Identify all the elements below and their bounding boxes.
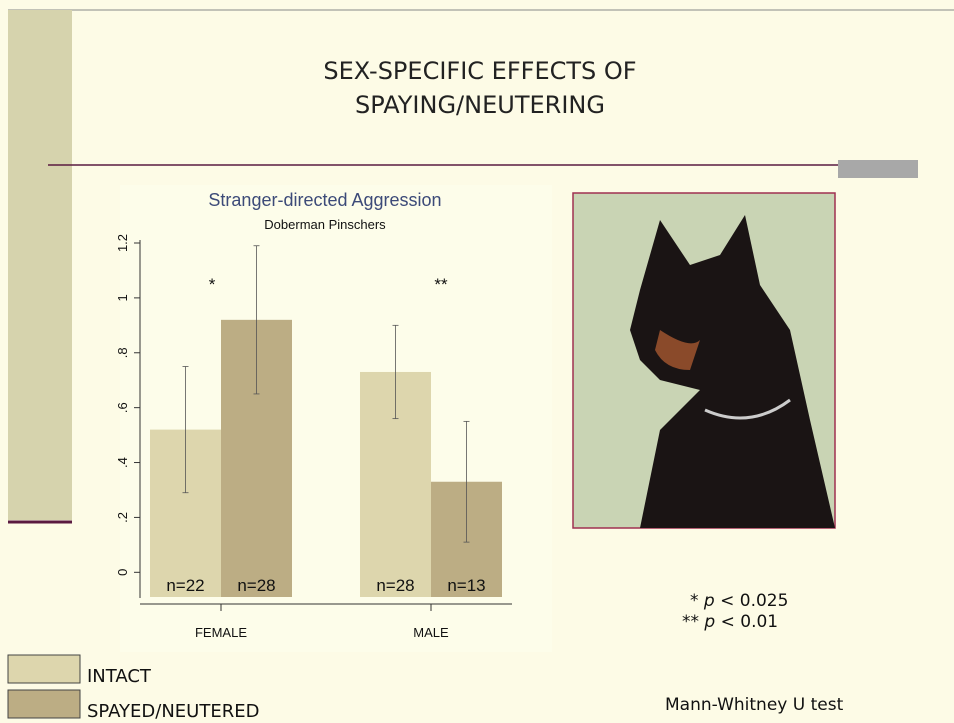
x-tick-label: FEMALE	[195, 625, 247, 640]
test-note: Mann-Whitney U test	[665, 695, 844, 715]
dog-collar	[704, 398, 791, 420]
photo	[572, 192, 836, 529]
n-label: n=28	[376, 576, 414, 595]
significance: *	[209, 275, 216, 294]
y-tick-label: .6	[115, 402, 130, 413]
p-symbol: p	[703, 591, 715, 611]
dog-marking	[655, 330, 700, 370]
legend-label: SPAYED/NEUTERED	[87, 701, 259, 722]
slide-title: SEX-SPECIFIC EFFECTS OF	[323, 57, 636, 85]
p-value: < 0.01	[721, 612, 779, 632]
y-tick-label: 1	[115, 294, 130, 301]
side-band	[8, 10, 72, 520]
n-label: n=28	[237, 576, 275, 595]
p-note: * p < 0.025	[690, 591, 788, 611]
y-tick-label: .2	[115, 512, 130, 523]
y-tick-label: 0	[115, 569, 130, 576]
x-tick-label: MALE	[413, 625, 449, 640]
n-label: n=22	[166, 576, 204, 595]
n-label: n=13	[447, 576, 485, 595]
legend-swatch	[7, 654, 81, 684]
y-tick-label: 1.2	[115, 234, 130, 252]
y-tick-label: .4	[115, 457, 130, 468]
p-symbol: p	[703, 612, 715, 632]
dog-silhouette	[630, 215, 835, 528]
title-rule-block	[838, 160, 918, 178]
legend-label: INTACT	[87, 666, 152, 687]
slide-title: SPAYING/NEUTERING	[355, 91, 605, 119]
significance: **	[434, 275, 448, 294]
y-tick-label: .8	[115, 347, 130, 358]
stars: **	[682, 612, 699, 632]
legend-swatch	[7, 689, 81, 719]
stars: *	[690, 591, 699, 611]
p-value: < 0.025	[720, 591, 788, 611]
chart-title: Stranger-directed Aggression	[208, 190, 441, 210]
p-note: ** p < 0.01	[682, 612, 778, 632]
chart-subtitle: Doberman Pinschers	[264, 217, 386, 232]
